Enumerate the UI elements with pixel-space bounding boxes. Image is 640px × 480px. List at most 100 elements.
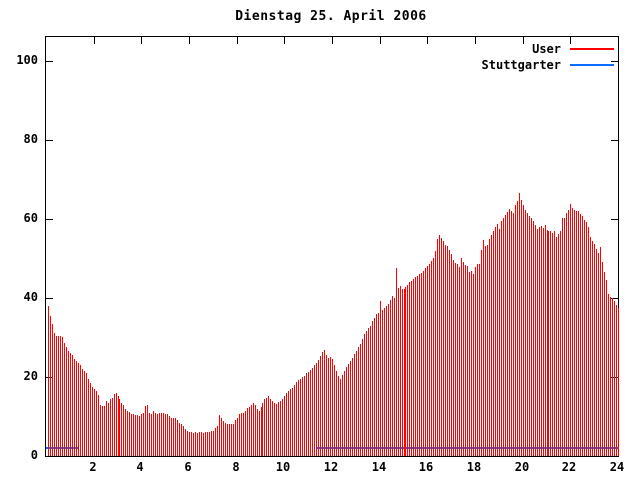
user-bar <box>340 379 341 456</box>
user-bar <box>235 420 236 456</box>
x-tick-label: 16 <box>418 460 434 474</box>
user-bar <box>427 266 428 456</box>
user-bar <box>102 406 103 456</box>
user-bar <box>398 288 399 456</box>
legend-line-sample-stuttgarter <box>570 64 614 66</box>
user-bar <box>179 423 180 456</box>
user-bar <box>173 418 174 456</box>
user-bar <box>290 389 291 456</box>
user-bar <box>467 266 468 456</box>
x-tick-top <box>427 37 428 44</box>
user-bar <box>259 411 260 456</box>
user-bar <box>475 267 476 456</box>
user-bar <box>141 414 142 456</box>
user-bar <box>477 264 478 456</box>
user-bar <box>195 432 196 456</box>
user-bar <box>322 352 323 456</box>
user-bar <box>411 281 412 456</box>
x-tick-label: 2 <box>89 460 97 474</box>
legend-row-stuttgarter: Stuttgarter <box>482 57 614 73</box>
user-bar <box>348 364 349 456</box>
x-tick-label: 18 <box>466 460 482 474</box>
user-bar <box>576 211 577 456</box>
user-bar <box>296 382 297 456</box>
user-bar <box>590 237 591 456</box>
user-bar <box>511 211 512 456</box>
user-bar <box>60 336 61 456</box>
user-bar <box>465 265 466 456</box>
user-bar <box>336 371 337 456</box>
user-bar <box>566 213 567 456</box>
user-bar <box>552 233 553 456</box>
x-tick-top <box>475 37 476 44</box>
user-bar <box>580 214 581 456</box>
user-bar <box>181 424 182 456</box>
user-bar <box>326 355 327 456</box>
user-bar <box>163 413 164 456</box>
user-bar <box>388 304 389 456</box>
user-bar <box>262 403 263 456</box>
user-bar <box>201 432 202 456</box>
user-bar <box>344 371 345 456</box>
legend-row-user: User <box>482 41 614 57</box>
user-bar <box>70 353 71 456</box>
user-bar <box>415 277 416 456</box>
user-bar <box>608 294 609 456</box>
user-bar <box>175 418 176 456</box>
y-tick-label: 20 <box>23 369 38 383</box>
user-bar <box>249 407 250 456</box>
user-bar <box>306 373 307 456</box>
user-bar <box>429 264 430 456</box>
user-bar <box>58 336 59 456</box>
user-bar <box>121 403 122 456</box>
user-bar <box>378 313 379 456</box>
legend-line-sample-user <box>570 48 614 50</box>
user-bar <box>189 432 190 456</box>
user-bar <box>554 231 555 456</box>
user-bar <box>139 416 140 456</box>
legend: User Stuttgarter <box>482 41 614 73</box>
user-bar <box>493 231 494 456</box>
user-bar <box>143 413 144 456</box>
user-bar <box>185 429 186 456</box>
user-bar <box>209 432 210 456</box>
user-bar <box>439 235 440 456</box>
user-bar <box>449 250 450 456</box>
user-bar <box>54 333 55 456</box>
user-bar <box>382 310 383 456</box>
user-bar <box>257 409 258 456</box>
user-bar <box>509 209 510 456</box>
user-bar <box>560 231 561 456</box>
user-bar <box>274 403 275 456</box>
user-bar <box>328 358 329 456</box>
user-bar <box>545 225 546 456</box>
user-bar <box>423 271 424 456</box>
user-bar <box>94 389 95 456</box>
user-bar <box>48 306 49 456</box>
user-bar <box>207 432 208 456</box>
user-bar <box>237 418 238 456</box>
user-bar <box>600 247 601 456</box>
x-tick-label: 6 <box>184 460 192 474</box>
user-bar <box>123 405 124 456</box>
user-bar <box>491 235 492 456</box>
user-bar <box>556 237 557 456</box>
user-bar <box>223 421 224 456</box>
user-bar <box>431 261 432 456</box>
user-bar <box>96 391 97 456</box>
y-tick-left <box>46 298 53 299</box>
user-bar <box>594 244 595 456</box>
user-bar <box>614 301 615 456</box>
user-bar <box>50 316 51 456</box>
user-bar <box>455 263 456 456</box>
y-tick-left <box>46 219 53 220</box>
user-bar <box>417 276 418 456</box>
user-bar <box>286 393 287 456</box>
user-bar <box>602 262 603 456</box>
user-bar <box>131 414 132 456</box>
user-bar <box>300 379 301 456</box>
user-bar <box>118 396 119 456</box>
user-bar <box>564 218 565 456</box>
user-bar <box>618 308 619 456</box>
